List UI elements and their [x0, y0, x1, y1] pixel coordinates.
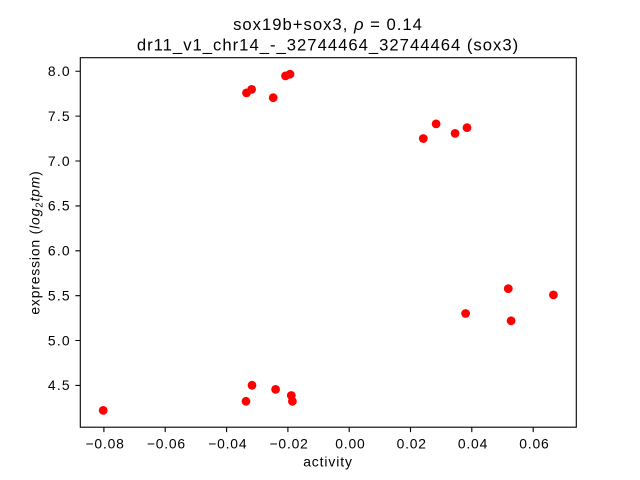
svg-text:5.5: 5.5	[48, 287, 71, 303]
svg-text:5.0: 5.0	[48, 332, 71, 348]
svg-text:−0.06: −0.06	[147, 436, 186, 452]
svg-text:0.00: 0.00	[335, 436, 365, 452]
svg-text:−0.02: −0.02	[270, 436, 309, 452]
svg-text:0.04: 0.04	[458, 436, 488, 452]
svg-text:dr11_v1_chr14_-_32744464_32744: dr11_v1_chr14_-_32744464_32744464 (sox3)	[137, 35, 519, 54]
svg-text:0.02: 0.02	[397, 436, 427, 452]
svg-text:activity: activity	[303, 453, 353, 469]
svg-text:7.0: 7.0	[48, 153, 71, 169]
svg-text:−0.08: −0.08	[86, 436, 125, 452]
svg-text:sox19b+sox3, ρ = 0.14: sox19b+sox3, ρ = 0.14	[233, 15, 423, 34]
svg-text:−0.04: −0.04	[208, 436, 247, 452]
svg-text:8.0: 8.0	[48, 63, 71, 79]
svg-text:0.06: 0.06	[519, 436, 549, 452]
svg-text:7.5: 7.5	[48, 108, 71, 124]
svg-text:6.0: 6.0	[48, 243, 71, 259]
svg-text:6.5: 6.5	[48, 198, 71, 214]
svg-text:expression (log2tpm): expression (log2tpm)	[27, 170, 46, 314]
svg-text:4.5: 4.5	[48, 377, 71, 393]
